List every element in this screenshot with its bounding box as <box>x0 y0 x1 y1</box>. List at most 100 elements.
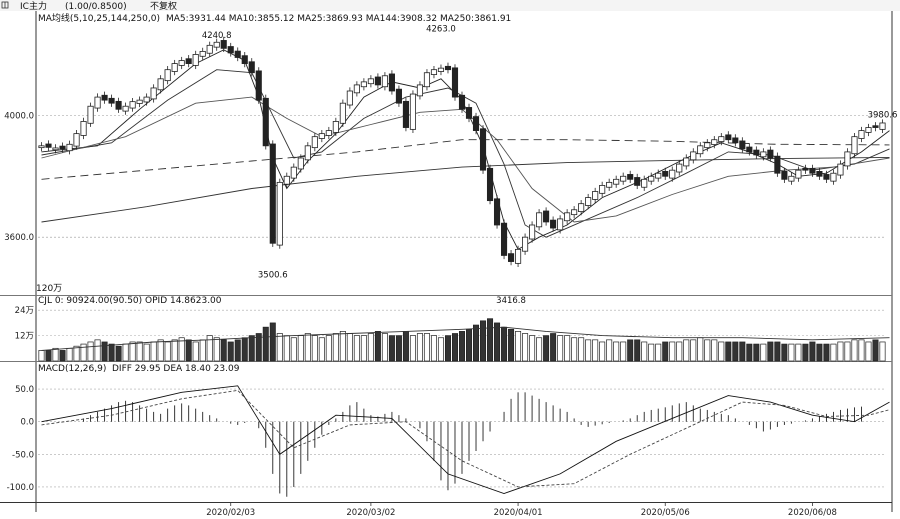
volume-bar <box>550 333 557 362</box>
macd-panel: MACD(12,26,9) DIFF 29.95 DEA 18.40 23.09… <box>7 364 890 497</box>
candle-up <box>178 60 185 66</box>
volume-bar <box>73 345 80 362</box>
volume-bar <box>655 343 662 362</box>
volume-bar <box>543 335 550 362</box>
volume-bar <box>620 341 627 362</box>
macd-tick-label: -50.0 <box>12 450 34 460</box>
date-axis: 2020/02/03 2020/03/02 2020/04/01 2020/05/06… <box>206 502 837 518</box>
candle-down <box>255 70 262 101</box>
candle-up <box>283 175 290 185</box>
candle-down <box>486 167 494 202</box>
volume-bar <box>578 337 585 362</box>
volume-bar <box>711 339 718 362</box>
volume-bar <box>227 341 234 362</box>
price-y-axis: 4000.0 3600.0 <box>4 111 34 243</box>
candle-down <box>774 155 781 174</box>
volume-bar <box>360 335 367 362</box>
candle-up <box>276 181 283 246</box>
candle-up <box>318 133 325 139</box>
header-bar: IC主力 (1.00/0.8500) 不复权 <box>0 0 900 12</box>
volume-bar <box>395 335 402 362</box>
candle-down <box>248 61 255 74</box>
volume-bar <box>339 331 346 362</box>
candle-up <box>346 90 353 106</box>
candle-up <box>94 96 101 109</box>
macd-tick-label: -100.0 <box>7 483 34 493</box>
volume-bar <box>136 341 143 362</box>
candle-up <box>620 175 627 182</box>
grid-icon[interactable] <box>1 1 9 9</box>
candle-down <box>59 145 66 150</box>
price-annotation: 4263.0 <box>426 24 456 34</box>
candle-up <box>143 96 150 103</box>
volume-bar <box>858 339 865 362</box>
volume-y-axis: 24万 12万 <box>15 306 34 341</box>
volume-bar <box>416 333 423 362</box>
volume-bar <box>830 343 837 362</box>
candle-up <box>690 151 697 161</box>
candle-up <box>332 121 339 133</box>
volume-bar <box>248 335 255 362</box>
volume-bar <box>437 337 444 362</box>
x-tick-label: 2020/05/06 <box>641 508 690 518</box>
candle-up <box>73 133 80 147</box>
volume-bar <box>697 337 704 362</box>
macd-legend-label[interactable]: MACD(12,26,9) <box>38 364 106 374</box>
volume-bar <box>150 341 157 362</box>
volume-tick-label: 12万 <box>15 332 34 342</box>
candle-up <box>339 102 346 124</box>
volume-bar <box>87 341 94 362</box>
volume-bar <box>52 347 59 362</box>
volume-bar <box>683 339 690 362</box>
volume-bar <box>80 343 87 362</box>
candle-up <box>858 130 865 139</box>
volume-bar <box>332 333 339 362</box>
candle-up <box>837 163 844 176</box>
x-tick-label: 2020/03/02 <box>346 508 395 518</box>
candle-down <box>753 149 760 156</box>
volume-bar <box>451 333 459 362</box>
candle-down <box>809 167 816 174</box>
candle-down <box>241 55 248 64</box>
price-annotation: 3500.6 <box>258 270 288 280</box>
volume-bar <box>143 343 150 362</box>
candle-up <box>409 93 417 130</box>
candle-up <box>606 181 613 188</box>
macd-histogram <box>83 392 862 497</box>
moving-average-line <box>41 139 890 180</box>
candle-down <box>725 134 732 141</box>
candle-up <box>437 67 445 72</box>
volume-bar <box>374 331 381 362</box>
candle-up <box>157 78 164 91</box>
candle-down <box>101 94 108 101</box>
candle-down <box>388 73 395 92</box>
volume-legend[interactable]: CJL 0: 90924.00(90.50) OPID 14.8623.00 <box>38 296 222 306</box>
candle-up <box>38 145 45 149</box>
candle-down <box>550 219 557 229</box>
volume-bar <box>746 343 753 362</box>
ma-legend-label[interactable]: MA均线(5,10,25,144,250,0) <box>38 12 160 24</box>
volume-bar <box>402 331 409 362</box>
candle-down <box>227 46 234 54</box>
volume-bar <box>381 333 388 362</box>
candle-down <box>634 177 641 186</box>
contract-code[interactable]: IC主力 <box>20 0 47 12</box>
price-gridlines <box>38 115 886 238</box>
candle-up <box>704 142 711 149</box>
volume-bar <box>809 341 816 362</box>
candle-down <box>395 88 402 104</box>
volume-bar <box>802 343 809 362</box>
volume-bar <box>423 333 430 362</box>
candle-up <box>585 197 592 206</box>
adjust-mode[interactable]: 不复权 <box>150 0 177 12</box>
volume-bar <box>536 337 543 362</box>
candle-up <box>192 54 199 66</box>
candle-up <box>578 203 585 213</box>
volume-bar <box>704 339 711 362</box>
candle-down <box>823 174 830 180</box>
candle-down <box>185 58 192 64</box>
candle-down <box>627 174 634 180</box>
volume-bar <box>760 343 767 362</box>
open-interest-line <box>41 326 890 351</box>
volume-bar <box>129 341 136 362</box>
